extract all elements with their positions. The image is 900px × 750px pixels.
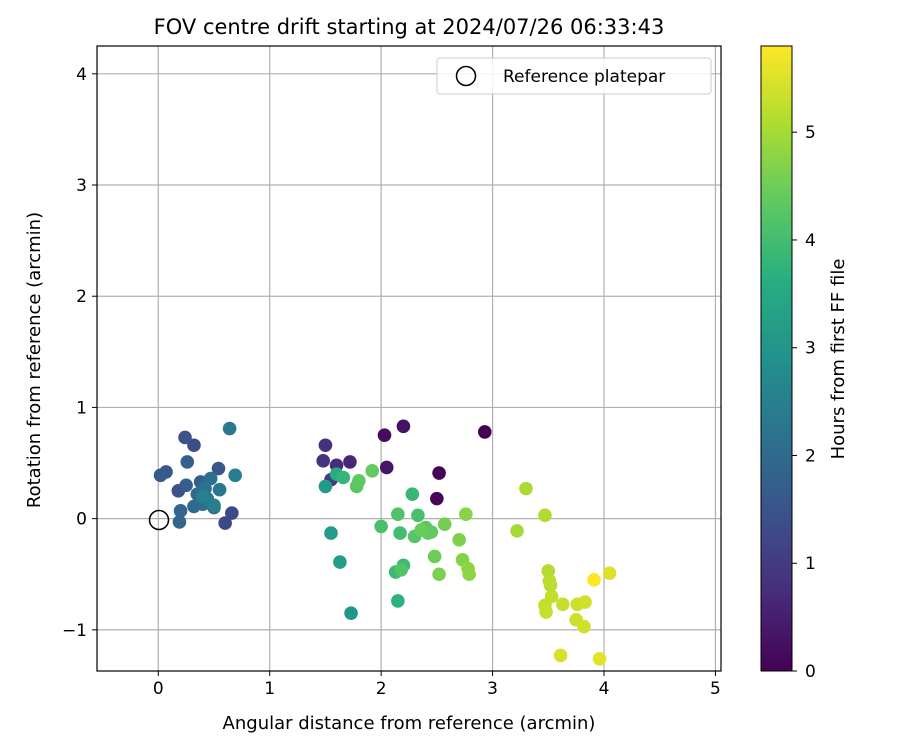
data-point [187,438,201,453]
colorbar-tick-label: 3 [805,339,816,359]
data-point [541,564,556,578]
y-axis-ticks: −1 0 1 2 3 4 [62,65,97,641]
data-point [365,464,380,478]
data-point [592,651,607,666]
data-point [452,532,466,547]
colorbar-gradient [760,45,793,672]
y-tick-label: 4 [76,65,87,85]
data-point [343,455,357,469]
grid [97,46,721,671]
data-point [587,573,601,587]
data-point [180,455,195,469]
data-point [316,454,331,468]
data-point [477,425,492,439]
data-point [510,524,524,538]
data-point [374,519,388,534]
data-point [411,508,425,523]
data-point [396,419,411,434]
data-point [459,507,473,521]
legend: Reference platepar [436,57,712,95]
data-point [377,428,392,443]
data-point [391,594,405,608]
data-point [543,578,558,593]
x-tick-label: 3 [487,679,498,699]
data-point [178,430,192,445]
data-point [393,526,407,540]
data-point [394,562,409,577]
data-point [602,566,617,580]
data-point [391,507,405,521]
data-point [211,461,226,476]
y-tick-label: 2 [76,287,87,307]
data-point [553,648,568,663]
colorbar-ticks: 0 1 2 3 4 5 [792,123,816,682]
data-point [179,478,193,493]
colorbar-tick-label: 5 [805,123,816,143]
data-point [539,605,553,619]
data-point [430,491,444,506]
data-point [324,526,338,540]
data-point [432,567,446,582]
data-point [432,466,446,480]
data-point [196,489,210,504]
colorbar-label: Hours from first FF file [828,259,849,460]
legend-box [436,57,712,95]
x-tick-label: 5 [710,679,721,699]
data-point [228,468,242,483]
chart-title: FOV centre drift starting at 2024/07/26 … [154,15,665,39]
legend-label: Reference platepar [503,67,665,87]
legend-marker [455,65,477,87]
x-tick-label: 0 [153,679,164,699]
colorbar-tick-label: 2 [805,446,816,466]
data-point [555,597,570,612]
data-point [519,481,533,496]
data-point [203,471,218,486]
x-tick-label: 2 [376,679,387,699]
y-tick-label: 0 [76,510,87,530]
data-point [318,438,333,453]
data-point [222,421,237,436]
data-point [578,595,592,609]
reference-point [148,509,170,531]
x-axis-ticks: 0 1 2 3 4 5 [153,671,721,699]
data-point [344,606,358,620]
y-axis-label: Rotation from reference (arcmin) [24,212,45,508]
data-point [437,517,452,532]
colorbar-tick-label: 1 [805,554,816,574]
colorbar-tick-label: 4 [805,231,816,251]
data-point [577,619,591,634]
colorbar: 0 1 2 3 4 5 Hours from first FF file [760,45,849,682]
data-point [207,498,221,513]
data-point [333,555,347,569]
data-point [173,504,188,518]
data-point [172,515,187,529]
data-points [153,419,617,666]
data-point [349,479,364,494]
plot-frame [96,45,722,672]
x-axis-label: Angular distance from reference (arcmin) [223,713,596,734]
x-tick-label: 4 [599,679,610,699]
y-tick-label: 1 [76,398,87,418]
data-point [427,549,442,564]
data-point [225,506,239,520]
data-point [218,516,232,530]
x-tick-label: 1 [264,679,275,699]
data-point [336,470,351,485]
colorbar-tick-label: 0 [805,662,816,682]
data-point [212,482,227,497]
data-point [414,522,429,537]
data-point [379,460,394,475]
data-point [462,567,476,582]
data-point [405,487,420,501]
y-tick-label: 3 [76,176,87,196]
data-point [318,479,333,494]
data-point [153,468,168,483]
y-tick-label: −1 [62,621,87,641]
data-point [538,508,552,523]
